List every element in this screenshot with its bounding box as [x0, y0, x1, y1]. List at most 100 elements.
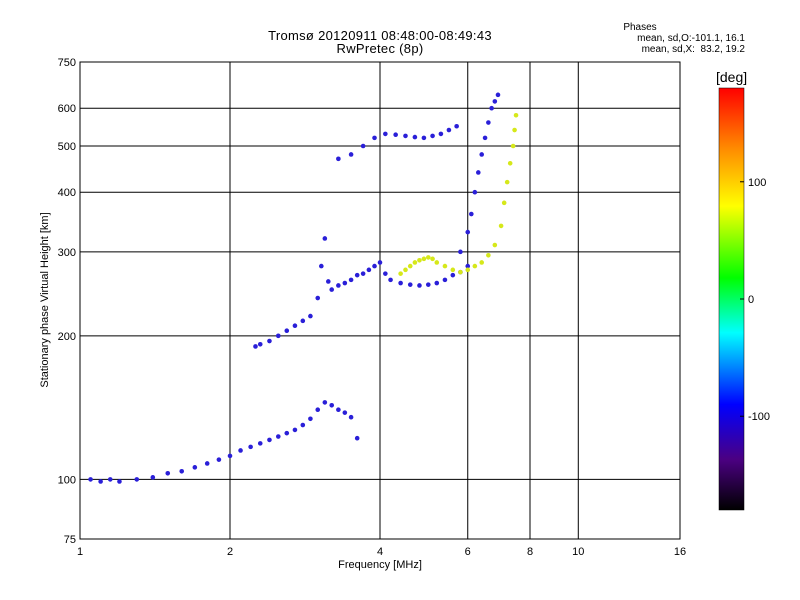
colorbar-tick-label: -100 [748, 411, 770, 423]
point-o-mode [179, 468, 185, 474]
phase-colorbar [718, 87, 745, 511]
point-x-mode [430, 256, 435, 262]
point-x-mode [512, 127, 517, 133]
point-o-mode [292, 323, 298, 329]
point-o-mode [319, 263, 324, 269]
point-o-mode [336, 283, 341, 288]
x-tick-label: 1 [77, 546, 83, 558]
point-o-mode [336, 407, 341, 413]
chart-subtitle: RwPretec (8p) [336, 41, 424, 56]
point-x-mode [421, 256, 427, 262]
point-x-mode [510, 143, 516, 149]
point-o-mode [472, 189, 478, 195]
colorbar-tick-label: 100 [748, 177, 766, 189]
point-x-mode [398, 271, 403, 276]
point-o-mode [292, 427, 298, 433]
point-o-mode [257, 441, 263, 446]
point-o-mode [430, 133, 435, 139]
point-o-mode [383, 271, 388, 276]
point-o-mode [407, 282, 413, 287]
point-x-mode [504, 179, 510, 185]
point-x-mode [442, 263, 448, 269]
point-o-mode [354, 435, 360, 441]
point-o-mode [150, 475, 156, 480]
point-o-mode [308, 313, 313, 319]
point-o-mode [425, 282, 431, 287]
point-o-mode [398, 280, 403, 286]
point-o-mode [329, 287, 335, 292]
point-o-mode [284, 430, 290, 436]
point-o-mode [366, 267, 372, 273]
point-o-mode [275, 333, 281, 339]
point-o-mode [267, 338, 272, 344]
point-o-mode [204, 461, 210, 466]
y-tick-label: 750 [58, 57, 76, 69]
point-x-mode [417, 257, 422, 263]
point-x-mode [486, 252, 491, 258]
point-o-mode [336, 156, 341, 162]
colorbar-ticks: 100 0 -100 [740, 177, 770, 423]
phase-stats-x-mode: mean, sd,X: 83.2, 19.2 [641, 44, 745, 55]
point-o-mode [248, 444, 253, 450]
point-o-mode [342, 410, 348, 415]
point-o-mode [417, 283, 422, 288]
point-o-mode [253, 344, 258, 349]
point-o-mode [326, 279, 331, 284]
point-o-mode [300, 318, 306, 324]
point-o-mode [216, 457, 222, 462]
y-axis-ticks: 75 100 200 300 400 500 600 750 [58, 57, 76, 546]
point-o-mode [403, 133, 408, 139]
point-x-mode [492, 242, 498, 248]
point-o-mode [377, 260, 383, 265]
point-o-mode [476, 170, 481, 175]
point-x-mode [501, 200, 507, 206]
point-x-mode [403, 267, 408, 273]
point-o-mode [308, 416, 313, 422]
point-o-mode [495, 92, 501, 98]
point-o-mode [360, 271, 366, 276]
point-o-mode [134, 477, 140, 482]
point-o-mode [482, 135, 488, 141]
point-o-mode [342, 280, 348, 286]
point-o-mode [465, 263, 471, 269]
point-o-mode [165, 470, 171, 476]
x-tick-label: 2 [227, 546, 233, 558]
point-o-mode [348, 277, 354, 283]
x-tick-label: 8 [527, 546, 533, 558]
point-o-mode [348, 414, 354, 420]
point-o-mode [458, 249, 463, 255]
point-o-mode [348, 152, 354, 157]
grid-lines [80, 62, 680, 539]
x-axis-label: Frequency [MHz] [338, 559, 422, 571]
y-tick-label: 200 [58, 331, 76, 343]
point-o-mode [300, 422, 306, 428]
point-o-mode [486, 120, 491, 125]
data-points [88, 92, 519, 484]
point-o-mode [434, 280, 440, 286]
point-o-mode [372, 263, 377, 269]
point-o-mode [88, 477, 93, 482]
point-o-mode [372, 135, 377, 141]
chart-title: Tromsø 20120911 08:48:00-08:49:43 [268, 28, 492, 43]
point-o-mode [393, 132, 398, 138]
y-tick-label: 100 [58, 474, 76, 486]
phase-stats-heading: Phases [623, 22, 657, 33]
point-o-mode [465, 229, 471, 235]
point-o-mode [383, 131, 388, 137]
point-o-mode [479, 152, 485, 157]
x-tick-label: 16 [674, 546, 686, 558]
point-o-mode [227, 453, 233, 459]
point-o-mode [98, 479, 103, 484]
point-o-mode [492, 99, 498, 104]
point-x-mode [458, 269, 463, 275]
point-o-mode [107, 477, 113, 482]
point-x-mode [513, 112, 519, 118]
point-x-mode [498, 223, 504, 229]
point-o-mode [329, 403, 335, 408]
y-tick-label: 300 [58, 247, 76, 259]
point-o-mode [446, 127, 452, 133]
x-tick-label: 4 [377, 546, 383, 558]
point-o-mode [412, 134, 418, 140]
point-o-mode [450, 272, 456, 278]
